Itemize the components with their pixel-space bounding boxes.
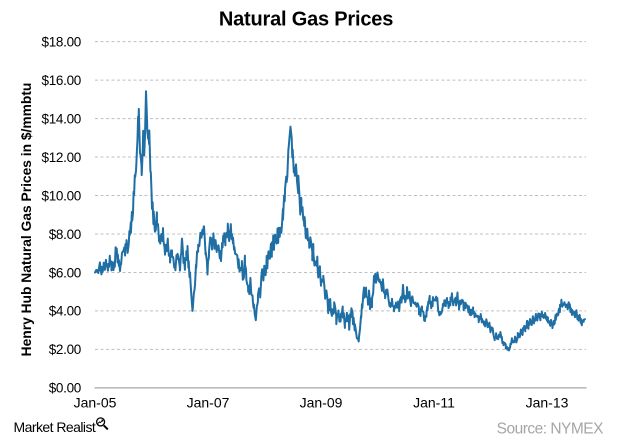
svg-text:Jan-11: Jan-11 <box>413 395 455 411</box>
svg-text:$0.00: $0.00 <box>49 381 81 396</box>
svg-text:$16.00: $16.00 <box>42 73 82 88</box>
svg-text:Henry Hub Natural Gas Prices i: Henry Hub Natural Gas Prices in $/mmbtu <box>19 83 34 357</box>
svg-text:Jan-13: Jan-13 <box>526 395 569 411</box>
svg-text:$14.00: $14.00 <box>42 111 82 126</box>
svg-text:$6.00: $6.00 <box>49 265 81 280</box>
svg-text:$8.00: $8.00 <box>49 227 81 242</box>
svg-text:Source: NYMEX: Source: NYMEX <box>497 421 605 438</box>
svg-text:Natural Gas Prices: Natural Gas Prices <box>219 9 393 31</box>
svg-text:$18.00: $18.00 <box>42 34 82 49</box>
svg-text:Jan-09: Jan-09 <box>300 395 343 411</box>
svg-text:Market Realist: Market Realist <box>14 419 96 435</box>
svg-text:Jan-07: Jan-07 <box>187 395 230 411</box>
svg-text:$10.00: $10.00 <box>42 188 82 203</box>
svg-text:$2.00: $2.00 <box>49 342 81 357</box>
svg-text:Jan-05: Jan-05 <box>74 395 117 411</box>
svg-text:$12.00: $12.00 <box>42 150 82 165</box>
svg-text:$4.00: $4.00 <box>49 304 81 319</box>
